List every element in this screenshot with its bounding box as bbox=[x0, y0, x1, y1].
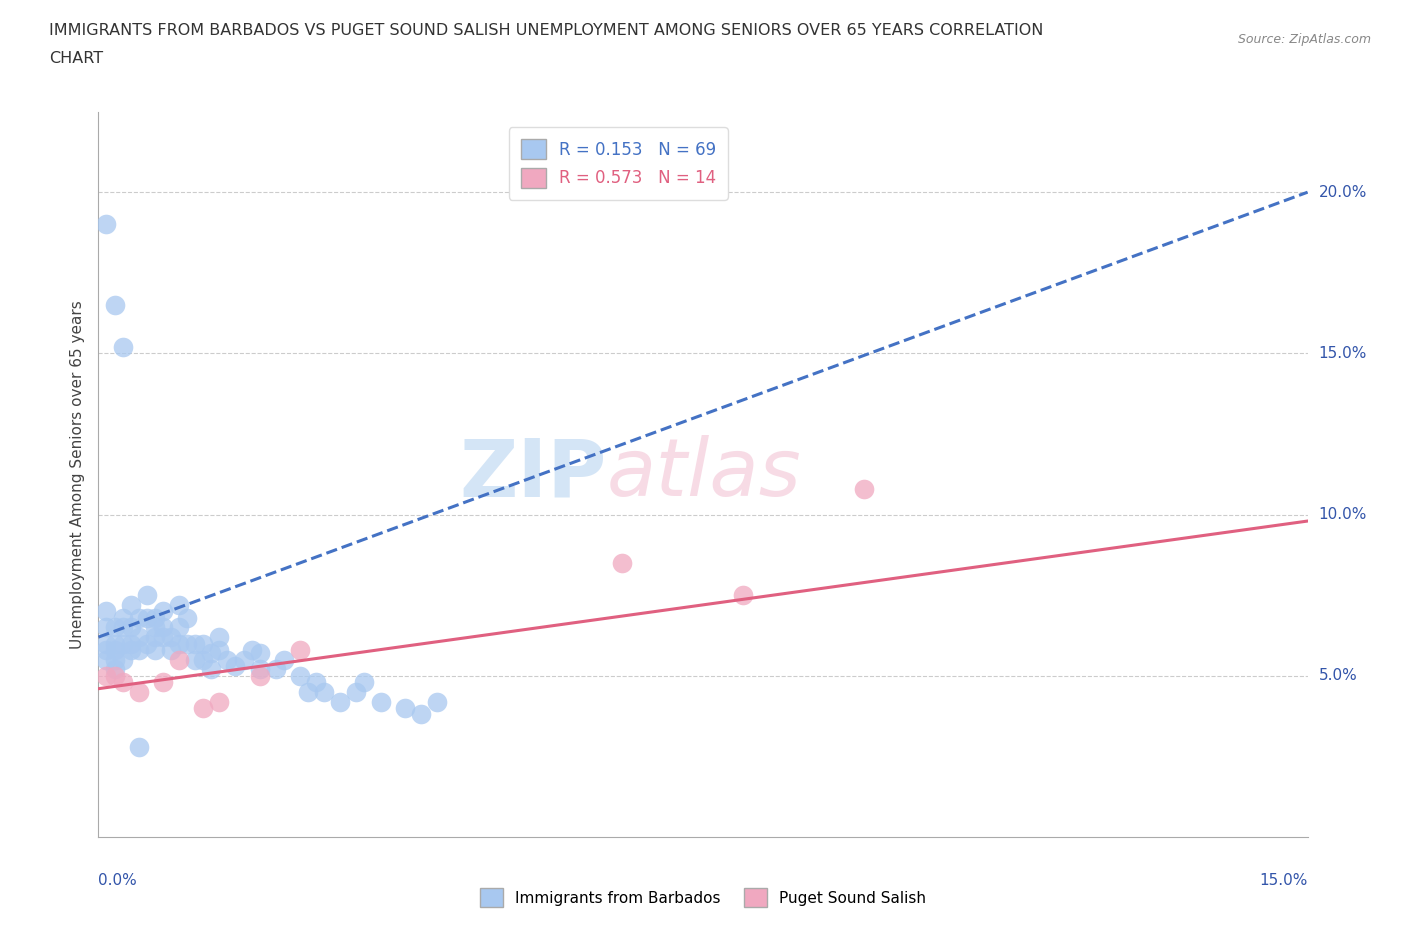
Point bbox=[96, 620, 118, 635]
Point bbox=[167, 620, 190, 635]
Point bbox=[96, 217, 118, 232]
Point bbox=[128, 630, 150, 644]
Point bbox=[111, 339, 134, 354]
Point bbox=[249, 662, 271, 677]
Point bbox=[120, 597, 142, 612]
Point bbox=[111, 620, 134, 635]
Text: ZIP: ZIP bbox=[458, 435, 606, 513]
Point bbox=[111, 610, 134, 625]
Point bbox=[103, 636, 125, 651]
Point bbox=[96, 652, 118, 667]
Point bbox=[128, 610, 150, 625]
Point bbox=[208, 643, 231, 658]
Point bbox=[224, 658, 246, 673]
Point bbox=[200, 645, 222, 660]
Point bbox=[314, 684, 336, 699]
Point bbox=[208, 630, 231, 644]
Point bbox=[353, 675, 375, 690]
Point bbox=[176, 636, 198, 651]
Point bbox=[370, 694, 392, 709]
Point bbox=[160, 643, 183, 658]
Text: 10.0%: 10.0% bbox=[1319, 507, 1367, 522]
Text: atlas: atlas bbox=[606, 435, 801, 513]
Text: 0.0%: 0.0% bbox=[98, 873, 138, 888]
Point bbox=[733, 588, 755, 603]
Point bbox=[305, 675, 328, 690]
Y-axis label: Unemployment Among Seniors over 65 years: Unemployment Among Seniors over 65 years bbox=[70, 300, 86, 649]
Point bbox=[249, 669, 271, 684]
Point bbox=[128, 739, 150, 754]
Point bbox=[426, 694, 449, 709]
Point bbox=[96, 669, 118, 684]
Text: Source: ZipAtlas.com: Source: ZipAtlas.com bbox=[1237, 33, 1371, 46]
Point bbox=[111, 675, 134, 690]
Point bbox=[288, 669, 311, 684]
Point bbox=[103, 298, 125, 312]
Point bbox=[193, 636, 215, 651]
Point bbox=[288, 643, 311, 658]
Point bbox=[128, 684, 150, 699]
Point bbox=[193, 652, 215, 667]
Point bbox=[184, 636, 207, 651]
Point bbox=[135, 636, 157, 651]
Point bbox=[103, 669, 125, 684]
Text: 15.0%: 15.0% bbox=[1319, 346, 1367, 361]
Point bbox=[111, 652, 134, 667]
Point bbox=[152, 620, 174, 635]
Point bbox=[329, 694, 352, 709]
Legend: Immigrants from Barbados, Puget Sound Salish: Immigrants from Barbados, Puget Sound Sa… bbox=[474, 883, 932, 913]
Text: 20.0%: 20.0% bbox=[1319, 185, 1367, 200]
Point bbox=[120, 643, 142, 658]
Point bbox=[143, 630, 166, 644]
Point bbox=[96, 643, 118, 658]
Point bbox=[176, 610, 198, 625]
Point bbox=[103, 652, 125, 667]
Point bbox=[193, 700, 215, 715]
Point bbox=[264, 662, 287, 677]
Legend: R = 0.153   N = 69, R = 0.573   N = 14: R = 0.153 N = 69, R = 0.573 N = 14 bbox=[509, 127, 728, 200]
Point bbox=[96, 604, 118, 618]
Point bbox=[297, 684, 319, 699]
Point bbox=[103, 620, 125, 635]
Point bbox=[143, 610, 166, 625]
Point bbox=[152, 604, 174, 618]
Point bbox=[103, 662, 125, 677]
Point bbox=[103, 643, 125, 658]
Point bbox=[152, 630, 174, 644]
Point bbox=[409, 707, 432, 722]
Point bbox=[394, 700, 416, 715]
Text: IMMIGRANTS FROM BARBADOS VS PUGET SOUND SALISH UNEMPLOYMENT AMONG SENIORS OVER 6: IMMIGRANTS FROM BARBADOS VS PUGET SOUND … bbox=[49, 23, 1043, 38]
Point bbox=[167, 597, 190, 612]
Point bbox=[135, 588, 157, 603]
Point bbox=[167, 652, 190, 667]
Point bbox=[184, 652, 207, 667]
Point bbox=[612, 555, 634, 570]
Point bbox=[217, 652, 239, 667]
Point bbox=[249, 645, 271, 660]
Point bbox=[143, 620, 166, 635]
Point bbox=[160, 630, 183, 644]
Point bbox=[120, 636, 142, 651]
Point bbox=[208, 694, 231, 709]
Text: 15.0%: 15.0% bbox=[1260, 873, 1308, 888]
Point bbox=[111, 636, 134, 651]
Point bbox=[273, 652, 295, 667]
Point bbox=[240, 643, 263, 658]
Text: CHART: CHART bbox=[49, 51, 103, 66]
Point bbox=[152, 675, 174, 690]
Point bbox=[232, 652, 254, 667]
Point bbox=[96, 636, 118, 651]
Point bbox=[128, 643, 150, 658]
Point bbox=[135, 610, 157, 625]
Text: 5.0%: 5.0% bbox=[1319, 669, 1357, 684]
Point bbox=[143, 643, 166, 658]
Point bbox=[200, 662, 222, 677]
Point bbox=[344, 684, 367, 699]
Point bbox=[167, 636, 190, 651]
Point bbox=[120, 620, 142, 635]
Point bbox=[853, 482, 876, 497]
